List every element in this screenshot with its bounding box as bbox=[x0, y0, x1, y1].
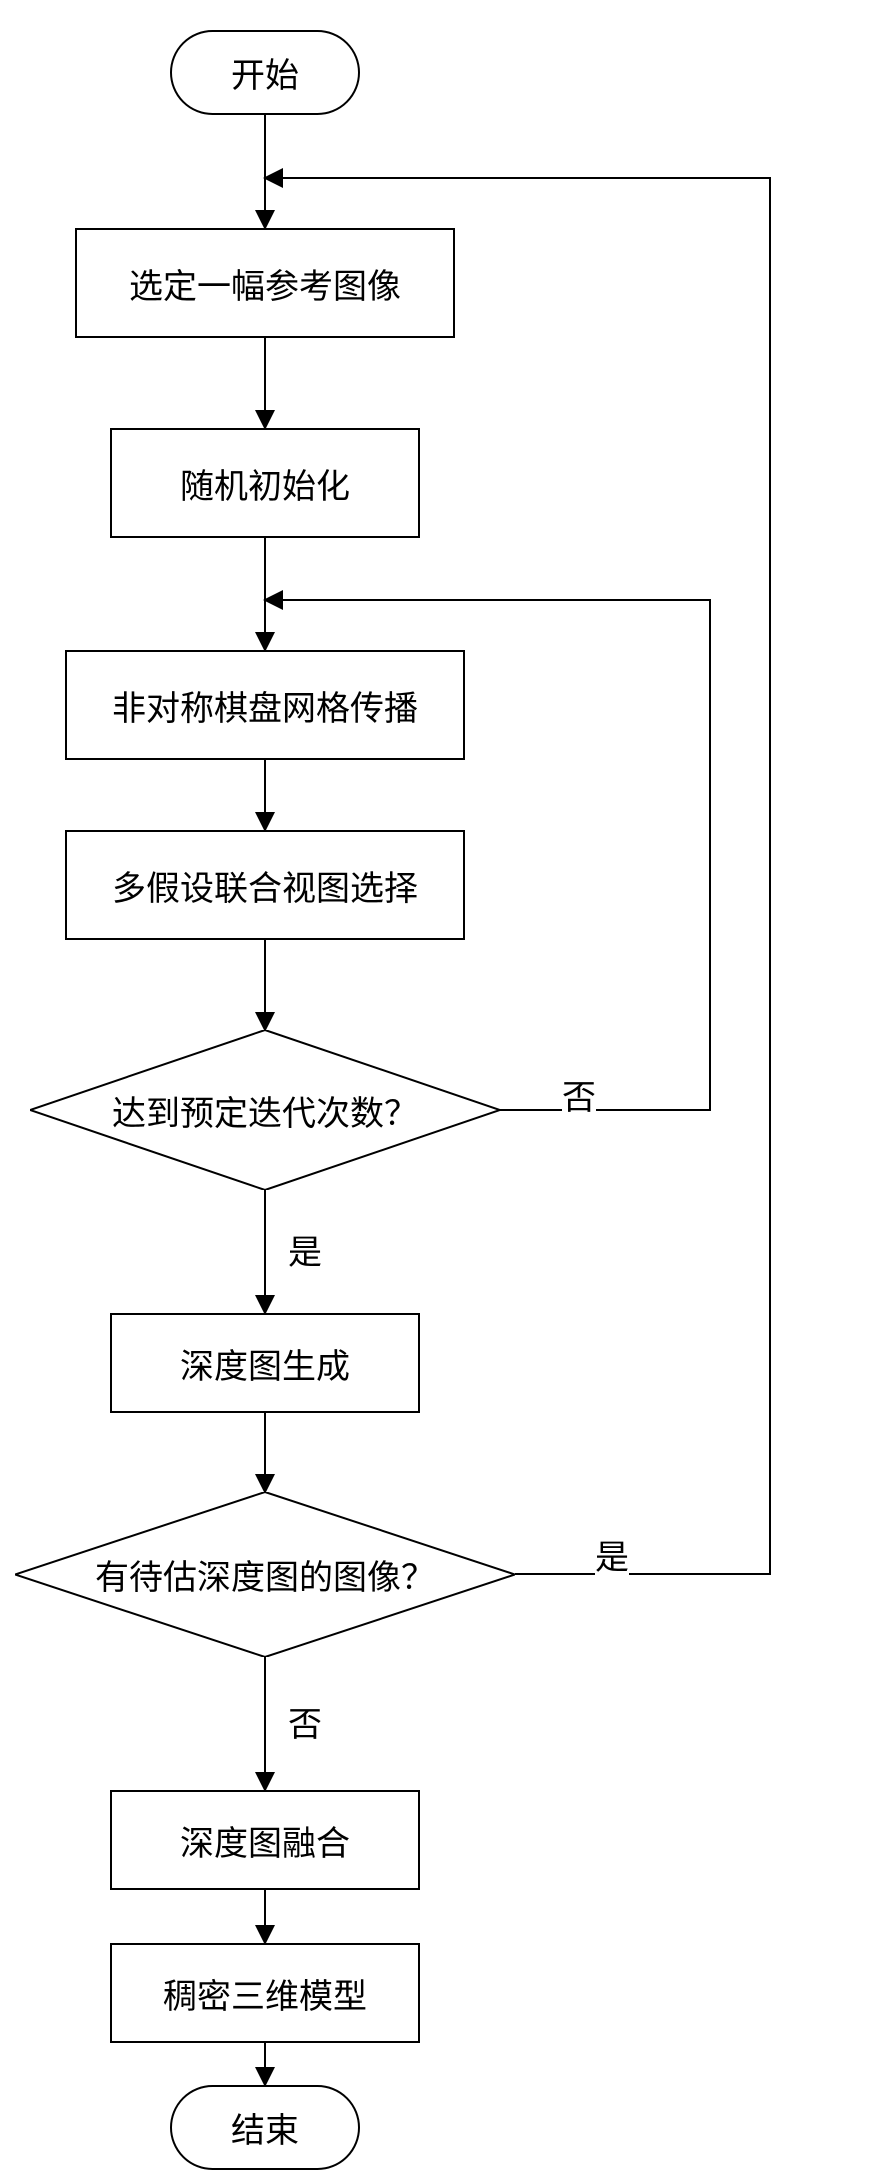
hasmore-label: 有待估深度图的图像？ bbox=[95, 1550, 435, 1599]
flowchart-canvas: 开始 选定一幅参考图像 随机初始化 非对称棋盘网格传播 多假设联合视图选择 达到… bbox=[0, 0, 890, 2182]
dense-label: 稠密三维模型 bbox=[163, 1969, 367, 2018]
node-view-selection: 多假设联合视图选择 bbox=[65, 830, 465, 940]
node-depth-fusion: 深度图融合 bbox=[110, 1790, 420, 1890]
edge-label-more-no: 否 bbox=[288, 1697, 322, 1746]
propagate-label: 非对称棋盘网格传播 bbox=[112, 681, 418, 730]
viewsel-label: 多假设联合视图选择 bbox=[112, 861, 418, 910]
node-has-more-decision: 有待估深度图的图像？ bbox=[15, 1492, 515, 1657]
edge-label-iter-yes: 是 bbox=[288, 1225, 322, 1274]
node-iteration-decision: 达到预定迭代次数？ bbox=[30, 1030, 500, 1190]
end-label: 结束 bbox=[231, 2103, 299, 2152]
start-label: 开始 bbox=[231, 48, 299, 97]
node-end: 结束 bbox=[170, 2085, 360, 2170]
node-random-init: 随机初始化 bbox=[110, 428, 420, 538]
node-propagate: 非对称棋盘网格传播 bbox=[65, 650, 465, 760]
node-depth-generation: 深度图生成 bbox=[110, 1313, 420, 1413]
select-label: 选定一幅参考图像 bbox=[129, 259, 401, 308]
init-label: 随机初始化 bbox=[180, 459, 350, 508]
edge-label-more-yes: 是 bbox=[595, 1530, 629, 1579]
iter-label: 达到预定迭代次数？ bbox=[112, 1086, 418, 1135]
node-start: 开始 bbox=[170, 30, 360, 115]
fusion-label: 深度图融合 bbox=[180, 1816, 350, 1865]
node-dense-model: 稠密三维模型 bbox=[110, 1943, 420, 2043]
edge-label-iter-no: 否 bbox=[562, 1070, 596, 1119]
node-select-reference: 选定一幅参考图像 bbox=[75, 228, 455, 338]
depthgen-label: 深度图生成 bbox=[180, 1339, 350, 1388]
